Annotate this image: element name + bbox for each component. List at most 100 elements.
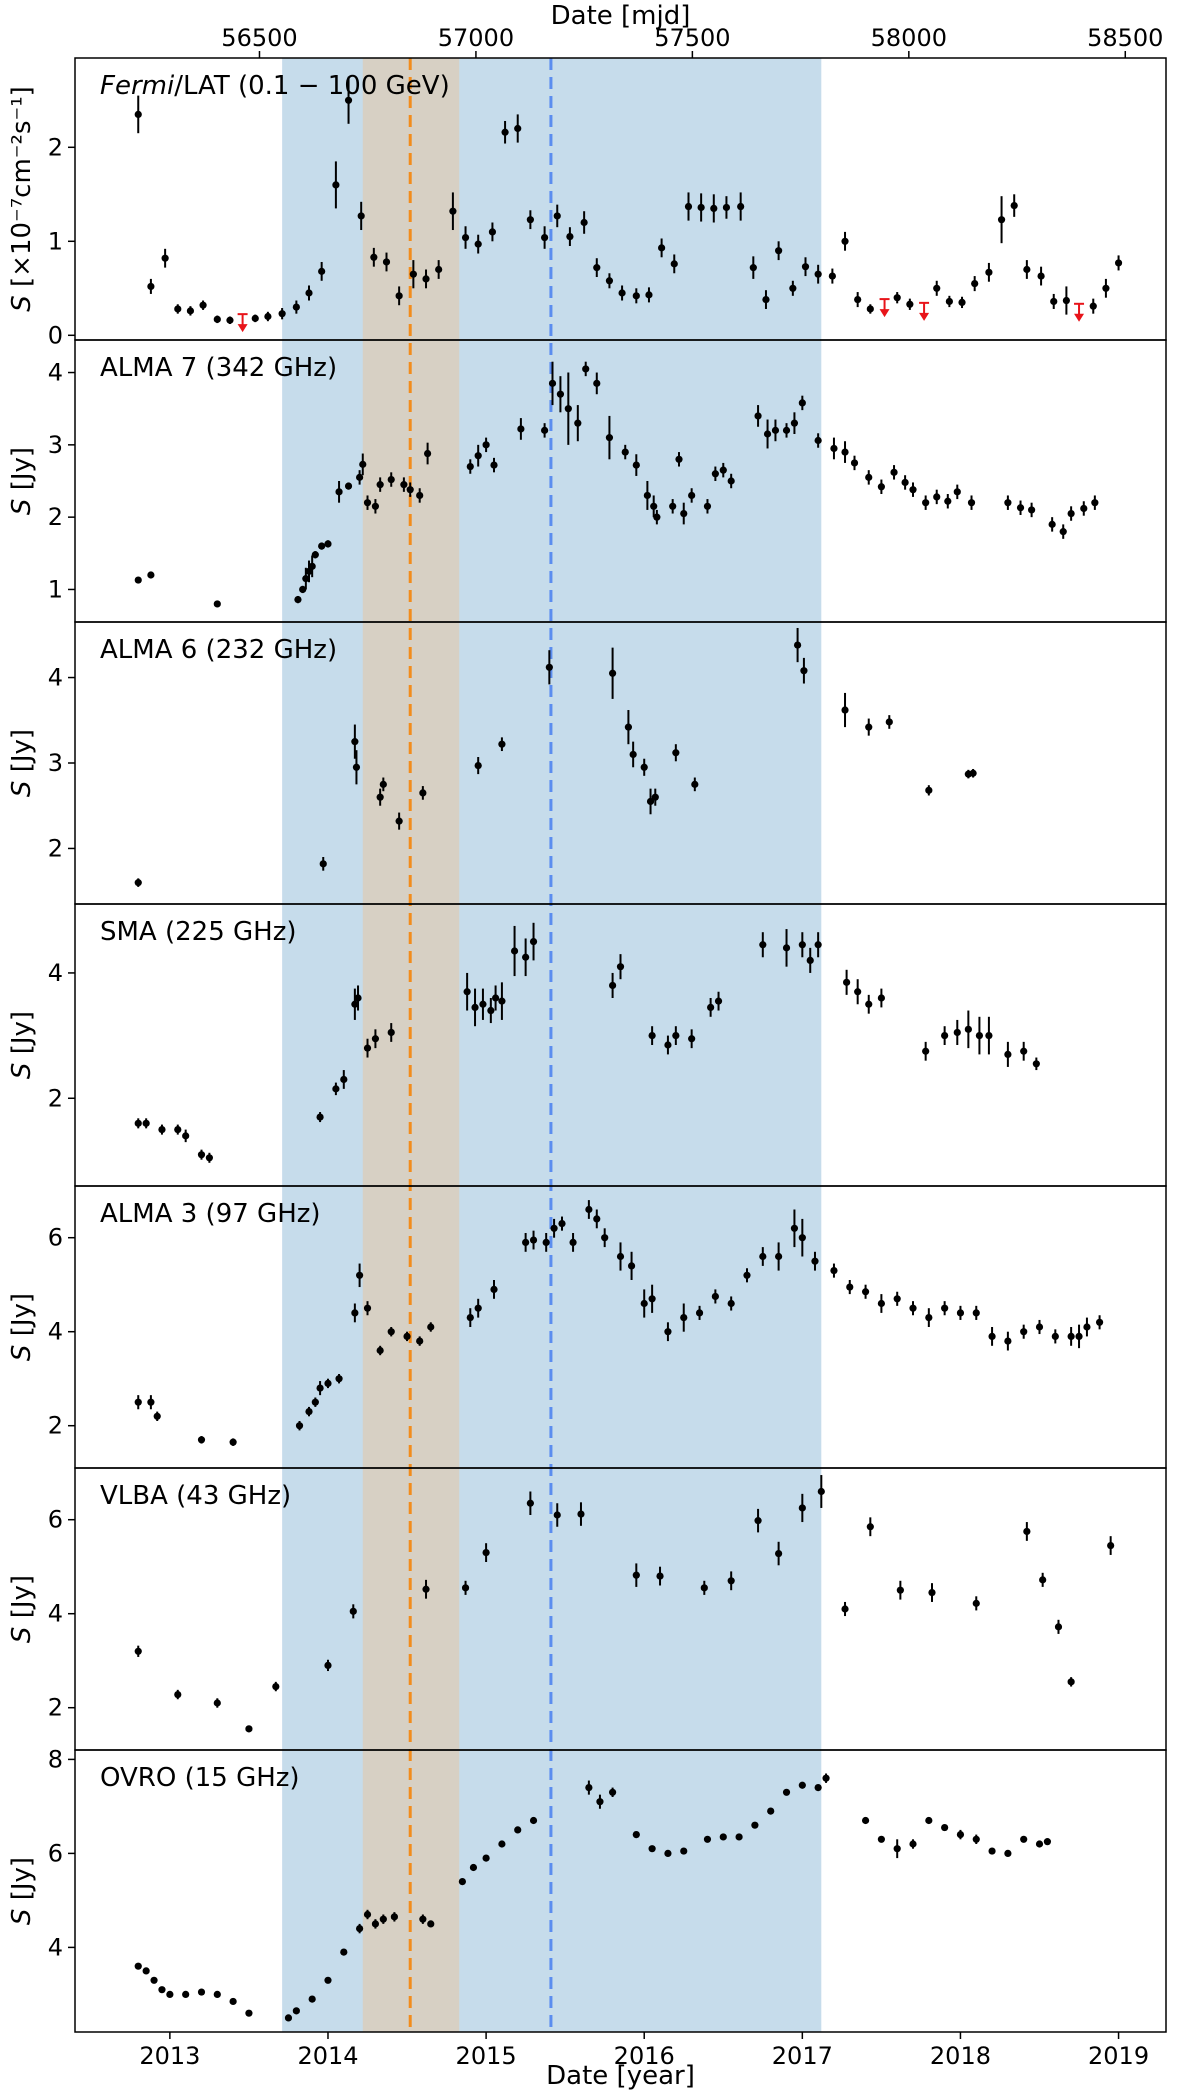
data-point: [302, 575, 310, 583]
data-point: [751, 1821, 759, 1829]
data-point: [1067, 1332, 1075, 1340]
data-point: [782, 944, 791, 952]
data-point: [1023, 265, 1031, 274]
data-point: [890, 468, 898, 476]
data-point: [363, 1910, 372, 1919]
data-point: [944, 497, 952, 505]
data-point: [762, 295, 770, 304]
data-point: [719, 1833, 727, 1841]
data-point: [1107, 1541, 1115, 1550]
y-axis-label-units: [Jy]: [7, 1011, 37, 1063]
data-point: [150, 1976, 158, 1984]
panel-title-text: VLBA (43 GHz): [100, 1481, 291, 1511]
ytick-label: 1: [48, 575, 63, 603]
data-point: [782, 1788, 791, 1796]
data-point: [646, 797, 655, 806]
data-point: [1095, 1318, 1104, 1326]
data-point: [435, 265, 443, 274]
data-point: [841, 237, 849, 245]
data-point: [142, 1967, 150, 1975]
data-point: [956, 1309, 965, 1317]
data-point: [491, 994, 500, 1002]
data-point: [593, 264, 601, 272]
data-point: [311, 551, 319, 559]
panel-title: Fermi/LAT (0.1 − 100 GeV): [100, 71, 450, 101]
data-point: [650, 502, 658, 510]
axes-layer: [68, 51, 1167, 2039]
y-axis-label: S [Jy]: [7, 1857, 37, 1925]
data-point: [318, 542, 326, 550]
data-point: [158, 1126, 166, 1134]
data-point: [311, 1398, 319, 1406]
y-axis-label-units: [Jy]: [7, 729, 37, 781]
data-point: [213, 600, 221, 608]
data-point: [814, 1784, 822, 1792]
ytick-label: 2: [48, 503, 63, 531]
data-point: [596, 1798, 604, 1806]
data-point: [893, 1845, 901, 1853]
y-axis-label: S [Jy]: [7, 1011, 37, 1079]
y-axis-label-units: [×10⁻⁷cm⁻²s⁻¹]: [7, 86, 37, 295]
y-axis-label-units: [Jy]: [7, 1575, 37, 1627]
data-point: [1039, 1576, 1047, 1584]
data-point: [985, 268, 993, 276]
data-point: [245, 1725, 253, 1733]
data-point: [174, 305, 182, 313]
data-point: [632, 292, 640, 300]
data-point: [356, 1925, 364, 1933]
data-point: [737, 202, 745, 211]
data-point: [335, 1375, 343, 1383]
y-axis-label-symbol: S: [7, 781, 37, 798]
data-point: [400, 481, 408, 489]
data-point: [351, 738, 359, 746]
upper-limit-head: [1074, 313, 1085, 322]
data-point: [319, 860, 327, 868]
data-point: [278, 310, 286, 318]
data-point: [843, 978, 851, 986]
data-point: [680, 1847, 688, 1855]
data-point: [1048, 520, 1056, 528]
data-point: [941, 1823, 949, 1832]
y-axis-label-units: [Jy]: [7, 1293, 37, 1345]
data-point: [1032, 1060, 1040, 1068]
panel-title: ALMA 7 (342 GHz): [100, 353, 337, 383]
data-point: [722, 203, 731, 212]
ytick-label: 2: [48, 1084, 63, 1112]
upper-limit-arrow: [1074, 302, 1085, 322]
data-point: [186, 307, 195, 315]
data-point: [877, 1835, 885, 1843]
ytick-label: 3: [48, 749, 63, 777]
data-point: [877, 483, 885, 491]
data-point: [387, 475, 395, 484]
data-point: [828, 272, 836, 280]
ytick-label: 6: [48, 1839, 63, 1867]
data-point: [822, 1774, 830, 1782]
data-point: [893, 294, 901, 302]
data-point: [569, 1238, 577, 1246]
data-point: [854, 988, 862, 996]
data-point: [482, 441, 490, 449]
data-point: [601, 1234, 609, 1242]
data-point: [865, 473, 873, 481]
data-point: [688, 491, 696, 500]
panel-title-text: ALMA 6 (232 GHz): [100, 635, 337, 665]
data-point: [294, 595, 302, 604]
data-point: [419, 1915, 427, 1923]
data-point: [925, 1816, 933, 1825]
panel-title-text: /LAT (0.1 − 100 GeV): [174, 71, 450, 101]
data-point: [545, 663, 553, 671]
data-point: [548, 379, 557, 387]
data-point: [700, 1584, 708, 1592]
data-point: [251, 314, 259, 322]
data-point: [688, 1035, 696, 1043]
data-point: [593, 1215, 601, 1223]
data-point: [379, 1915, 387, 1923]
data-point: [166, 1990, 174, 1998]
data-point: [1102, 284, 1110, 292]
data-point: [409, 270, 417, 278]
data-point: [941, 1304, 949, 1312]
data-point: [664, 1328, 672, 1336]
data-point: [318, 267, 326, 275]
data-point: [985, 1032, 993, 1040]
data-point: [382, 258, 391, 266]
